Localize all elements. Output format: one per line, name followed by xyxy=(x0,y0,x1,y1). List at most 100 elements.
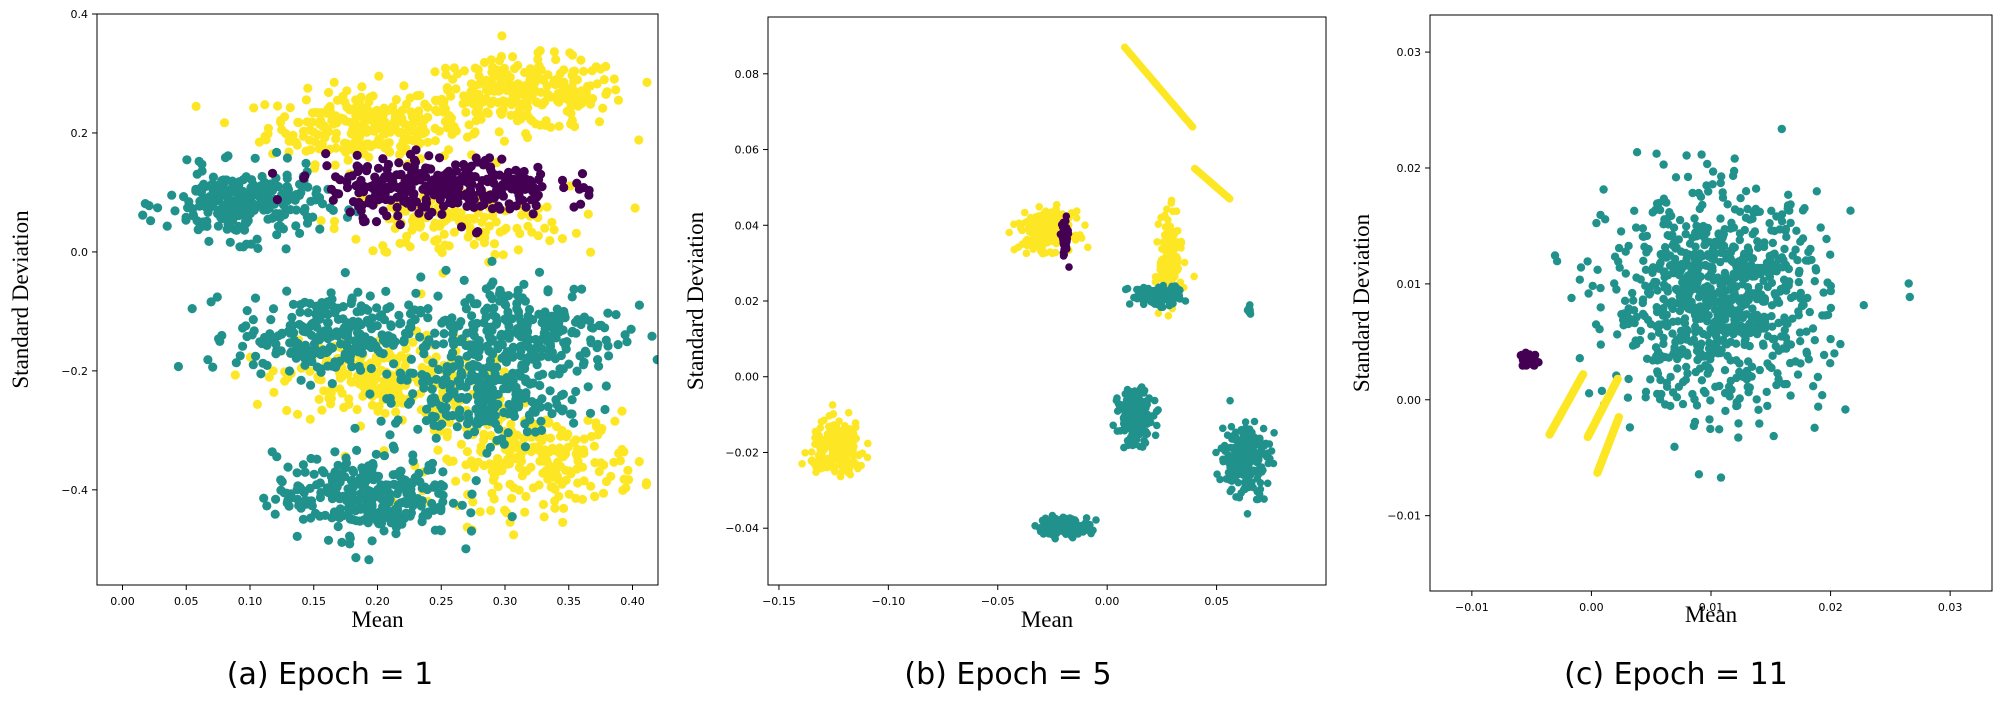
data-point xyxy=(522,427,533,437)
data-point xyxy=(375,189,386,199)
data-point xyxy=(1796,337,1805,346)
cluster-teal xyxy=(1121,281,1190,312)
data-point xyxy=(641,480,651,490)
data-point xyxy=(371,217,382,227)
data-point xyxy=(292,531,302,542)
data-point xyxy=(1265,440,1274,448)
data-point xyxy=(1708,167,1718,176)
data-point xyxy=(352,445,362,455)
data-point xyxy=(249,326,259,336)
data-point xyxy=(447,389,457,399)
data-point xyxy=(285,103,295,113)
data-point xyxy=(1260,495,1268,503)
data-point xyxy=(373,406,383,416)
data-point xyxy=(187,304,197,314)
data-point xyxy=(1687,297,1696,307)
data-point xyxy=(342,139,352,149)
data-point xyxy=(395,319,405,329)
data-point xyxy=(576,55,586,65)
data-point xyxy=(268,304,279,314)
data-point xyxy=(292,468,302,478)
data-point xyxy=(494,127,504,137)
data-point xyxy=(571,435,581,445)
data-point xyxy=(395,220,405,230)
data-point xyxy=(410,473,420,483)
data-point xyxy=(1683,369,1692,378)
data-point xyxy=(349,495,359,505)
data-point xyxy=(319,468,329,478)
data-point xyxy=(1028,236,1037,244)
data-point xyxy=(1809,382,1818,391)
data-point xyxy=(399,196,409,206)
data-point xyxy=(342,339,352,349)
data-point xyxy=(272,195,282,205)
data-point xyxy=(577,494,588,504)
x-axis-label: Mean xyxy=(1021,607,1074,632)
data-point xyxy=(498,353,508,363)
data-point xyxy=(545,386,555,396)
data-point xyxy=(1018,240,1027,248)
y-tick-label: 0.06 xyxy=(735,144,760,157)
data-point xyxy=(497,339,507,349)
data-point xyxy=(378,174,388,184)
data-point xyxy=(1135,393,1143,402)
data-point xyxy=(383,378,393,388)
data-point xyxy=(1084,243,1092,252)
data-point xyxy=(540,97,550,107)
panel-b: −0.15 −0.10 −0.05 0.00 0.050.080.060.040.020… xyxy=(683,16,1327,692)
data-point xyxy=(301,95,311,105)
data-point xyxy=(1613,330,1622,339)
data-point xyxy=(543,402,553,412)
data-point xyxy=(497,109,507,119)
data-point xyxy=(272,452,282,462)
data-point xyxy=(263,214,273,224)
data-point xyxy=(427,411,438,421)
data-point xyxy=(514,394,524,404)
data-point xyxy=(567,292,577,302)
data-point xyxy=(585,408,596,418)
data-point xyxy=(383,498,393,508)
data-point xyxy=(1826,250,1835,259)
data-point xyxy=(448,348,458,358)
data-point xyxy=(1793,256,1802,265)
data-point xyxy=(316,367,326,377)
data-point xyxy=(1138,443,1147,451)
data-point xyxy=(259,493,269,503)
data-point xyxy=(438,467,448,477)
data-point xyxy=(535,456,545,466)
data-point xyxy=(622,337,632,347)
data-point xyxy=(364,152,374,162)
data-point xyxy=(411,197,421,207)
data-point xyxy=(1062,235,1070,244)
data-point xyxy=(1154,220,1163,228)
data-point xyxy=(303,182,313,192)
data-point xyxy=(484,345,494,355)
data-point xyxy=(1725,392,1734,401)
data-point xyxy=(620,330,630,340)
y-tick-label: −0.04 xyxy=(725,522,759,535)
data-point xyxy=(559,65,569,75)
data-point xyxy=(441,410,451,420)
data-point xyxy=(380,246,390,256)
data-point xyxy=(602,87,612,97)
data-point xyxy=(342,177,352,187)
data-point xyxy=(242,218,252,228)
data-point xyxy=(1681,229,1690,239)
panel-a: 0.00 0.05 0.10 0.15 0.20 0.25 0.30 0.35 0.400.40… xyxy=(8,8,659,692)
data-point xyxy=(1269,459,1278,468)
data-point xyxy=(1763,401,1772,411)
data-point xyxy=(479,370,490,380)
data-point xyxy=(431,374,441,384)
data-point xyxy=(1161,211,1169,220)
data-point xyxy=(439,316,449,326)
data-point xyxy=(652,355,658,365)
data-point xyxy=(359,122,369,132)
data-point xyxy=(1172,207,1181,215)
x-tick-label: 0.35 xyxy=(557,595,582,608)
data-point xyxy=(1656,258,1665,267)
data-point xyxy=(322,108,332,118)
data-point xyxy=(623,465,633,475)
data-point xyxy=(367,536,377,546)
data-point xyxy=(306,453,316,464)
data-point xyxy=(1754,405,1763,414)
